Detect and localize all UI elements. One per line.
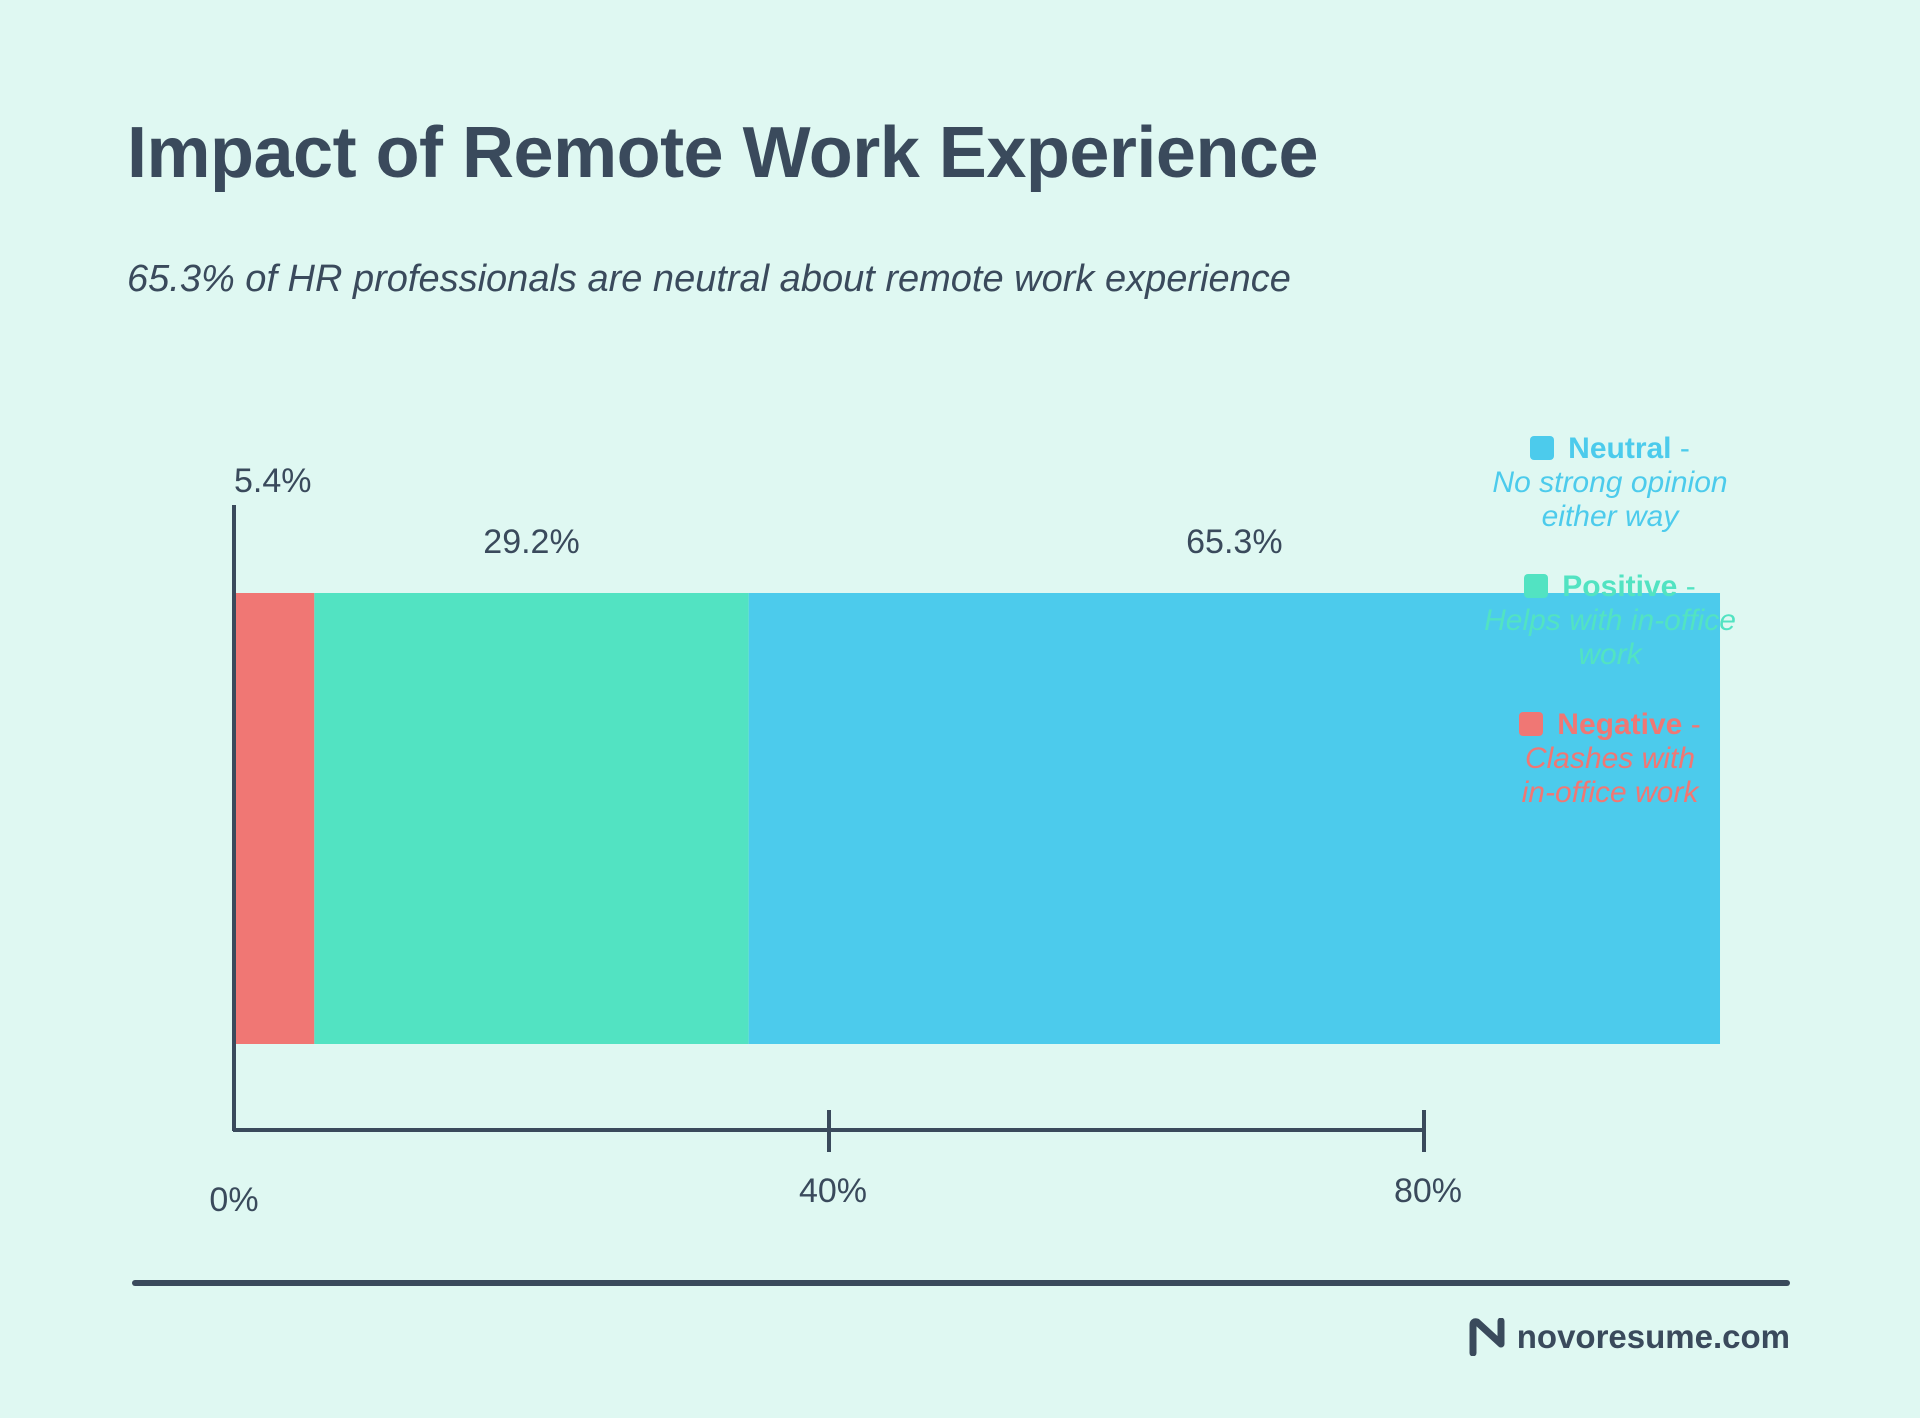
legend-swatch-positive [1524,574,1549,598]
data-label-negative: 5.4% [234,462,312,500]
chart-legend: Neutral - No strong opinion either way P… [1440,432,1780,846]
x-tick-label-0: 0% [209,1181,258,1219]
chart-title: Impact of Remote Work Experience [127,113,1319,193]
legend-description: Helps with in-office work [1484,604,1736,671]
legend-name: Positive [1562,570,1678,603]
legend-description: Clashes with in-office work [1521,742,1699,809]
legend-separator: - [1677,570,1696,603]
bar-segment-positive [314,593,749,1044]
brand-name: novoresume.com [1516,1318,1790,1355]
x-tick-label-40: 40% [799,1172,867,1210]
data-label-positive: 29.2% [483,523,579,561]
bar-segment-negative [234,593,315,1044]
legend-item-neutral: Neutral - No strong opinion either way [1440,432,1780,534]
legend-name: Neutral [1568,432,1672,465]
legend-description: No strong opinion either way [1492,466,1728,533]
legend-separator: - [1682,708,1701,741]
legend-name: Negative [1557,708,1683,741]
data-label-neutral: 65.3% [1186,523,1282,561]
novoresume-logo-icon [1469,1318,1505,1356]
legend-item-negative: Negative - Clashes with in-office work [1440,708,1780,810]
x-tick-label-80: 80% [1394,1172,1462,1210]
legend-item-positive: Positive - Helps with in-office work [1440,570,1780,672]
chart-subtitle: 65.3% of HR professionals are neutral ab… [127,258,1291,300]
footer-divider [132,1280,1790,1286]
legend-swatch-neutral [1530,436,1555,460]
legend-separator: - [1671,432,1690,465]
brand: novoresume.com [1469,1318,1790,1356]
legend-swatch-negative [1519,712,1544,736]
bar-segment-neutral [748,593,1721,1044]
